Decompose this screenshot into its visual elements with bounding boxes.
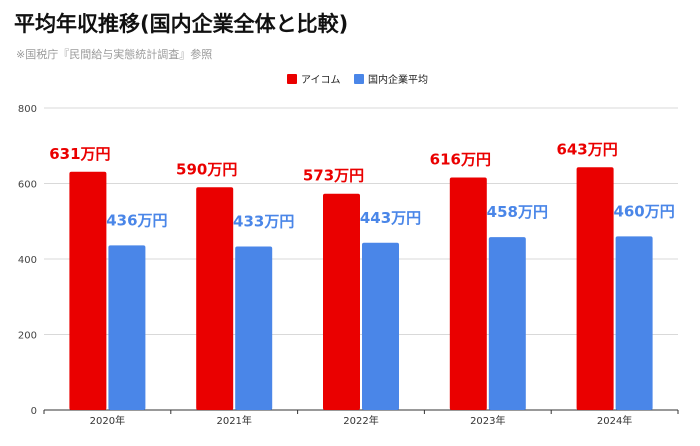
x-tick-label: 2024年 (597, 414, 632, 427)
bar-national-average (108, 245, 146, 410)
data-label: 643万円 (556, 140, 617, 158)
legend-swatch (354, 74, 364, 84)
y-tick-label: 0 (31, 406, 37, 417)
bar-aicom (69, 171, 107, 410)
bar-aicom (196, 187, 234, 410)
data-label: 590万円 (176, 160, 237, 178)
bar-aicom (576, 167, 614, 410)
bar-national-average (235, 246, 273, 410)
data-label: 458万円 (487, 203, 548, 221)
bar-national-average (615, 236, 653, 410)
y-tick-label: 600 (18, 180, 37, 191)
bar-aicom (449, 177, 487, 410)
data-label: 616万円 (430, 150, 491, 168)
bar-aicom (323, 193, 360, 410)
data-label: 436万円 (106, 211, 167, 229)
data-label: 573万円 (303, 167, 364, 185)
x-tick-label: 2022年 (343, 414, 378, 427)
legend-label: アイコム (301, 74, 341, 86)
y-tick-label: 400 (18, 255, 37, 266)
legend-label: 国内企業平均 (368, 73, 428, 86)
y-tick-label: 200 (18, 331, 37, 342)
y-tick-label: 800 (18, 104, 37, 115)
data-label: 433万円 (233, 213, 294, 231)
bar-national-average (488, 237, 526, 410)
x-tick-label: 2020年 (90, 414, 125, 427)
chart-subtitle: ※国税庁『民間給与実態統計調査』参照 (16, 48, 213, 61)
data-label: 460万円 (613, 202, 674, 220)
legend-swatch (287, 74, 297, 84)
bar-national-average (362, 242, 399, 410)
x-tick-label: 2023年 (470, 414, 505, 427)
data-label: 443万円 (360, 209, 421, 227)
x-tick-label: 2021年 (216, 414, 251, 427)
data-label: 631万円 (49, 145, 110, 163)
chart-title: 平均年収推移(国内企業全体と比較) (14, 12, 349, 36)
